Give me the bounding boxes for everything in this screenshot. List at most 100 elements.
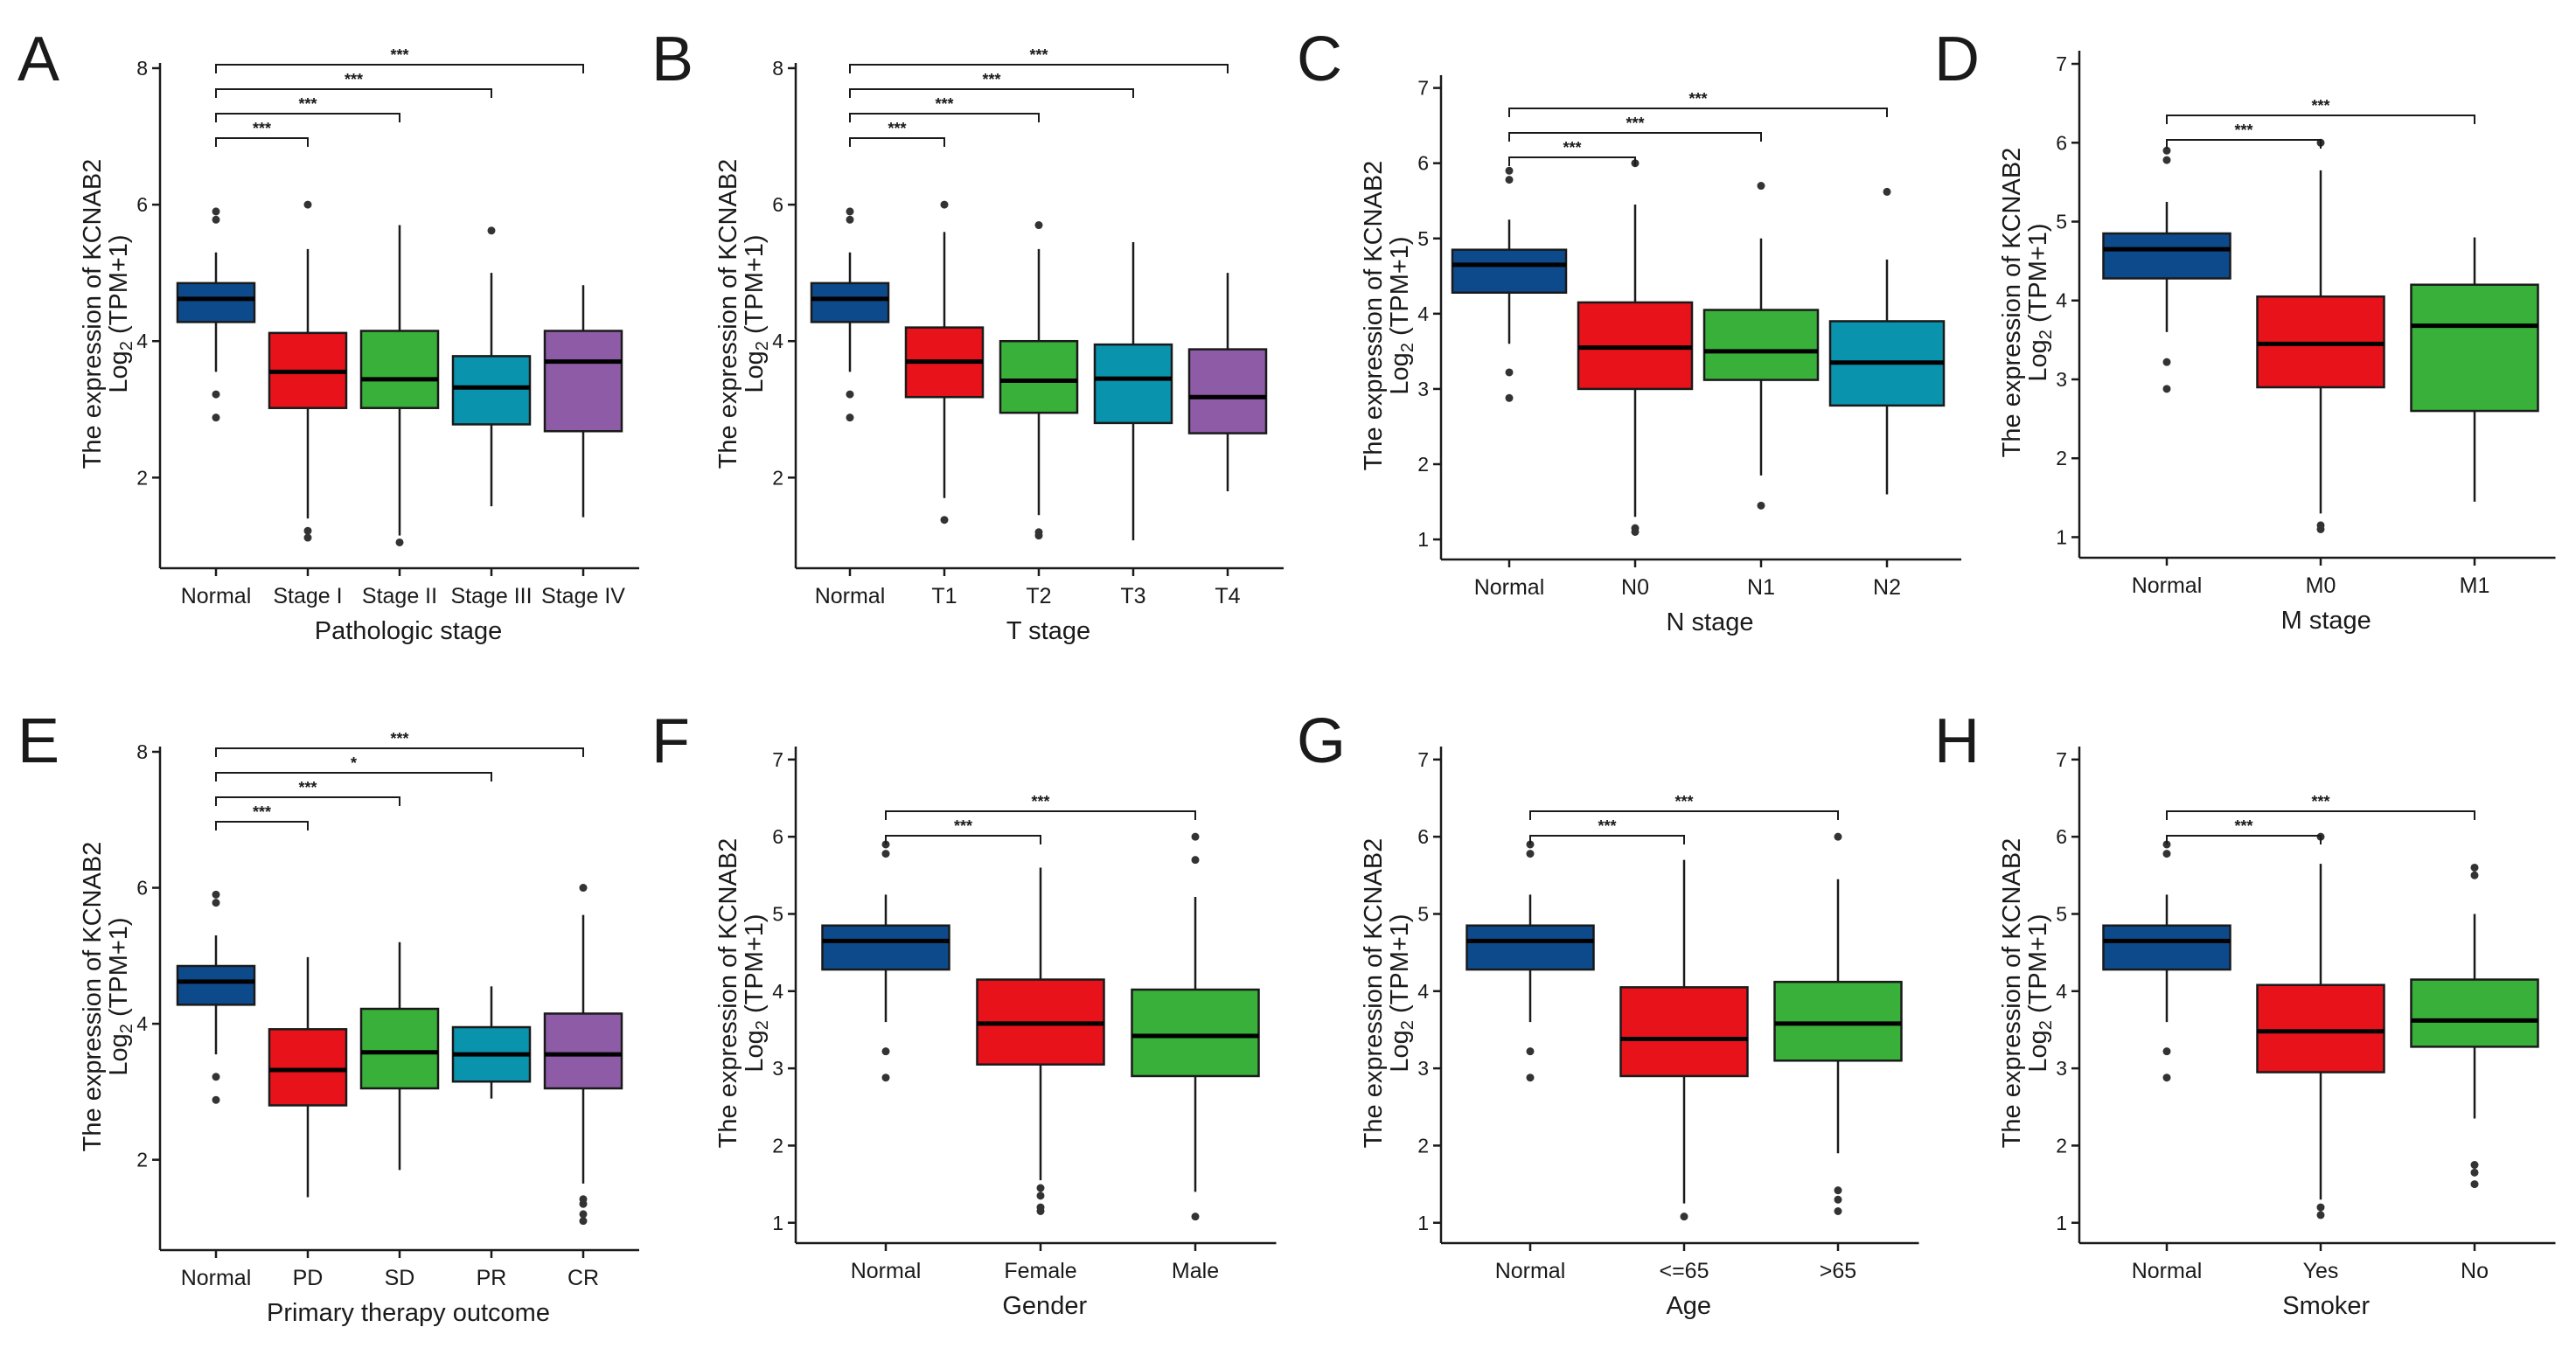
outlier-point-g-65-1 [1834,1195,1842,1204]
y-tick-label-c-2: 2 [1417,453,1429,476]
y-tick-label-c-6: 6 [1417,152,1429,175]
significance-label-a-0: *** [253,120,271,137]
x-tick-label-a-stagei: Stage I [273,584,342,608]
box-c-normal [1451,248,1568,294]
box-h-no [2410,978,2539,1048]
y-tick-label-h-3: 3 [2056,1057,2067,1080]
y-tick-label-d-1: 1 [2056,525,2067,548]
y-tick-label-d-7: 7 [2056,52,2067,75]
box-b-t4 [1187,348,1268,434]
panel-letter-b: B [651,24,693,94]
significance-label-d-0: *** [2234,122,2252,139]
box-g-normal [1466,924,1595,971]
outlier-point-c-normal-0 [1505,393,1514,402]
x-tick-label-d-m1: M1 [2460,573,2490,598]
outlier-point-h-yes-0 [2316,1211,2325,1219]
x-tick-label-a-stageii: Stage II [362,584,437,608]
outlier-point-g-65-3 [1834,832,1842,841]
outlier-point-a-normal-0 [212,413,220,422]
outlier-point-d-normal-0 [2162,385,2171,393]
significance-bracket-e-0 [215,821,309,830]
significance-bracket-e-1 [215,796,400,806]
y-axis-label-f: The expression of KCNAB2 [714,838,742,1149]
x-axis-label-a: Pathologic stage [315,617,502,645]
y-tick-label-g-6: 6 [1417,825,1429,848]
outlier-point-b-t1-0 [940,516,949,525]
significance-bracket-f-1 [885,810,1196,820]
panel-letter-c: C [1297,24,1342,94]
outlier-point-f-male-1 [1191,856,1200,865]
x-tick-label-e-sd: SD [385,1266,415,1290]
outlier-point-d-normal-3 [2162,146,2171,155]
significance-label-c-0: *** [1563,139,1581,156]
box-e-sd [359,1007,440,1090]
x-axis-label-e: Primary therapy outcome [267,1299,550,1327]
outlier-point-h-yes-1 [2316,1203,2325,1212]
outlier-point-a-normal-2 [212,215,220,224]
box-e-pd [268,1028,348,1107]
x-tick-label-e-pr: PR [477,1266,507,1290]
outlier-point-g-65-2 [1834,1186,1842,1195]
outlier-point-b-normal-0 [846,413,854,422]
y-axis-sublabel-e: Log2 (TPM+1) [105,917,136,1075]
x-axis-label-d: M stage [2281,607,2371,635]
significance-label-g-0: *** [1598,817,1616,835]
significance-label-e-2: * [351,754,357,772]
x-tick-label-g-normal: Normal [1495,1259,1566,1283]
panel-letter-d: D [1934,24,1980,94]
significance-label-e-3: *** [390,730,408,747]
box-h-normal [2102,924,2231,971]
y-tick-label-c-1: 1 [1417,528,1429,551]
significance-bracket-a-0 [215,137,309,147]
x-tick-label-g-65: >65 [1820,1259,1856,1283]
significance-bracket-e-2 [215,772,492,782]
significance-label-h-1: *** [2311,793,2329,810]
significance-bracket-b-3 [849,64,1229,73]
box-c-n1 [1702,309,1820,381]
y-tick-label-f-2: 2 [772,1134,783,1157]
y-tick-label-a-4: 4 [136,330,148,352]
y-tick-label-f-4: 4 [772,980,783,1003]
y-tick-label-g-7: 7 [1417,748,1429,771]
y-tick-label-h-2: 2 [2056,1134,2067,1157]
x-tick-label-f-female: Female [1004,1259,1076,1283]
box-a-stageii [359,330,440,409]
y-tick-label-e-8: 8 [136,740,148,763]
outlier-point-d-m0-1 [2316,521,2325,530]
y-tick-label-g-4: 4 [1417,980,1429,1003]
outlier-point-f-normal-1 [881,1047,890,1056]
y-tick-label-a-8: 8 [136,57,148,80]
x-tick-label-c-normal: Normal [1474,575,1545,600]
y-axis-sublabel-d: Log2 (TPM+1) [2024,223,2056,381]
outlier-point-c-normal-1 [1505,368,1514,377]
outlier-point-a-stageiii-0 [487,226,496,235]
box-b-normal [810,281,890,323]
significance-bracket-h-1 [2166,810,2475,820]
significance-label-g-1: *** [1674,793,1693,810]
x-tick-label-a-stageiv: Stage IV [541,584,625,608]
box-b-t3 [1093,343,1173,425]
outlier-point-f-male-2 [1191,832,1200,841]
y-tick-label-a-2: 2 [136,466,148,489]
box-a-normal [176,281,256,323]
significance-bracket-h-0 [2166,835,2322,844]
y-axis-sublabel-a: Log2 (TPM+1) [105,234,136,393]
outlier-point-c-n1-1 [1757,182,1765,191]
panel-letter-g: G [1297,706,1346,776]
outlier-point-h-no-1 [2470,1168,2479,1177]
outlier-point-b-normal-1 [846,390,854,399]
y-axis-label-g: The expression of KCNAB2 [1360,838,1388,1149]
box-d-m1 [2410,283,2539,413]
outlier-point-e-normal-2 [212,899,220,907]
x-tick-label-a-stageiii: Stage III [450,584,532,608]
outlier-point-h-no-4 [2470,863,2479,872]
outlier-point-a-stagei-0 [303,533,312,542]
outlier-point-f-normal-2 [881,850,890,858]
y-tick-label-e-6: 6 [136,877,148,900]
outlier-point-c-n0-1 [1631,524,1640,532]
y-axis-sublabel-g: Log2 (TPM+1) [1386,914,1417,1072]
y-tick-label-h-1: 1 [2056,1212,2067,1234]
outlier-point-e-cr-0 [579,1217,588,1226]
significance-bracket-f-0 [885,835,1041,844]
box-g-65 [1619,986,1749,1078]
